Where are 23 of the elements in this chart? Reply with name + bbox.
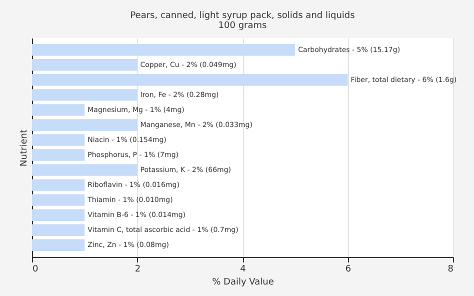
x-tick-label: 0 [32,264,38,274]
bar [32,134,85,146]
bar [32,89,138,101]
bar [32,149,85,161]
bar [32,194,85,206]
chart-title: Pears, canned, light syrup pack, solids and liquids [130,11,356,21]
bar [32,44,296,56]
y-axis-title: Nutrient [20,129,30,166]
bar [32,119,138,131]
bar [32,224,85,236]
x-tick-label: 2 [134,264,141,274]
bar [32,164,138,176]
bar [32,179,85,191]
chart-subtitle: 100 grams [218,21,268,31]
bar [32,209,85,221]
x-axis-title: % Daily Value [212,278,274,288]
bar [32,239,85,251]
bar [32,59,138,71]
bar [32,74,348,86]
x-tick-label: 8 [448,264,454,274]
bar [32,104,85,116]
x-tick-label: 4 [240,264,246,274]
x-tick-label: 6 [345,264,352,274]
